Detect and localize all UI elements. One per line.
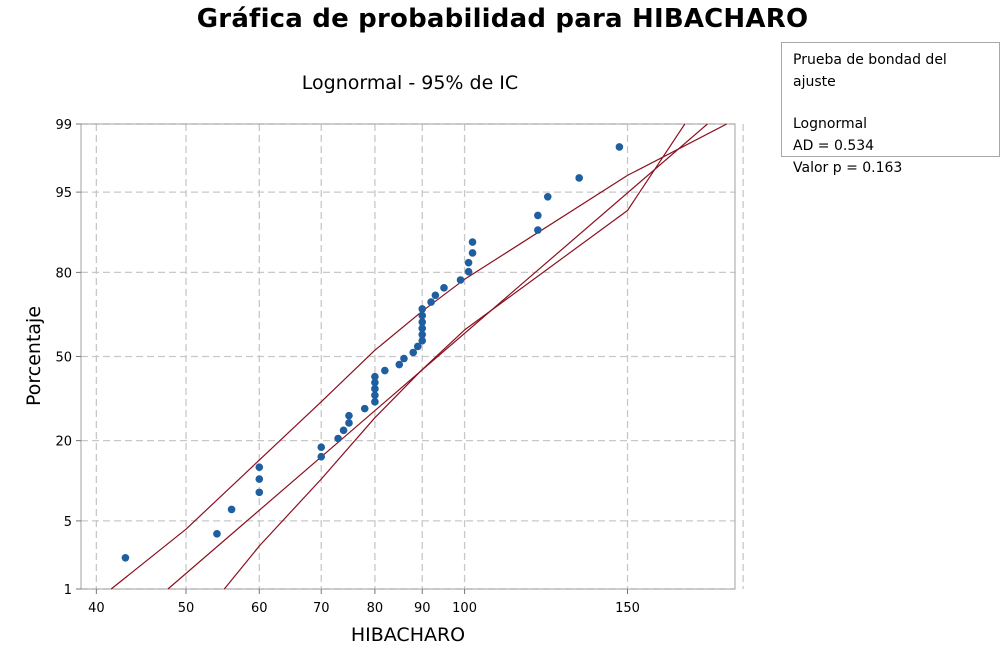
y-tick-label: 95: [55, 186, 72, 201]
goodness-of-fit-header: Prueba de bondad del ajuste: [793, 52, 947, 90]
data-point: [213, 530, 221, 538]
data-point: [371, 391, 379, 400]
data-point: [371, 398, 379, 406]
goodness-of-fit-pvalue: Valor p = 0.163: [793, 160, 903, 176]
y-tick-label: 1: [64, 583, 72, 598]
data-point: [464, 258, 473, 267]
ci-upper-bound: [223, 123, 686, 590]
y-tick-label: 5: [64, 515, 72, 530]
data-point: [615, 143, 624, 151]
ci-lower-bound: [110, 123, 727, 590]
x-tick-label: 90: [414, 601, 431, 616]
data-point: [575, 174, 583, 182]
data-point: [334, 434, 342, 443]
y-axis-label: Porcentaje: [23, 306, 45, 406]
data-point: [534, 226, 542, 234]
fitted-line: [167, 123, 708, 590]
goodness-of-fit-ad: AD = 0.534: [793, 138, 875, 154]
y-tick-label: 50: [55, 351, 72, 366]
goodness-of-fit-box: Prueba de bondad del ajuste Lognormal AD…: [781, 42, 1000, 176]
data-point: [464, 267, 473, 276]
data-point: [227, 505, 236, 514]
x-axis-label: HIBACHARO: [351, 624, 465, 646]
grid-layer: [81, 123, 744, 590]
y-tick-label: 80: [55, 266, 72, 281]
x-tick-label: 100: [452, 601, 477, 616]
data-point: [255, 488, 264, 497]
data-point: [395, 360, 404, 369]
data-point: [400, 354, 408, 363]
data-point: [339, 426, 348, 435]
data-point: [418, 336, 427, 345]
data-point: [345, 411, 353, 420]
data-point: [431, 291, 440, 300]
y-tick-label: 20: [55, 435, 72, 450]
data-points: [121, 143, 624, 562]
data-point: [360, 404, 369, 413]
data-point: [255, 475, 264, 483]
data-point: [317, 452, 326, 461]
data-point: [427, 298, 435, 306]
x-tick-label: 150: [615, 601, 640, 616]
x-tick-label: 70: [313, 601, 330, 616]
data-point: [317, 443, 326, 452]
x-tick-label: 80: [367, 601, 384, 616]
data-point: [440, 284, 448, 292]
data-point: [255, 463, 264, 472]
data-point: [534, 211, 542, 220]
data-point: [418, 318, 427, 326]
data-point: [345, 419, 353, 427]
fit-lines: [110, 123, 727, 590]
data-point: [418, 330, 427, 339]
data-point: [121, 553, 130, 562]
y-tick-label: 99: [55, 118, 72, 133]
goodness-of-fit-distribution: Lognormal: [793, 116, 868, 132]
data-point: [468, 238, 477, 246]
data-point: [468, 249, 477, 257]
x-tick-label: 40: [88, 601, 105, 616]
chart-title: Gráfica de probabilidad para HIBACHARO: [196, 4, 809, 34]
data-point: [543, 192, 552, 201]
data-point: [413, 342, 422, 351]
data-point: [371, 378, 379, 387]
data-point: [409, 348, 418, 357]
x-axis-ticks: 40 50 60 70 80 90 100 150: [88, 589, 640, 616]
data-point: [418, 324, 427, 333]
x-tick-label: 60: [251, 601, 268, 616]
data-point: [418, 311, 427, 320]
data-point: [371, 385, 379, 393]
data-point: [418, 305, 427, 313]
y-axis-ticks: 1 5 20 50 80 95 99: [55, 118, 81, 598]
data-point: [456, 276, 465, 284]
x-tick-label: 50: [178, 601, 195, 616]
data-point: [371, 372, 379, 381]
data-point: [381, 366, 389, 375]
chart-subtitle: Lognormal - 95% de IC: [301, 72, 519, 94]
